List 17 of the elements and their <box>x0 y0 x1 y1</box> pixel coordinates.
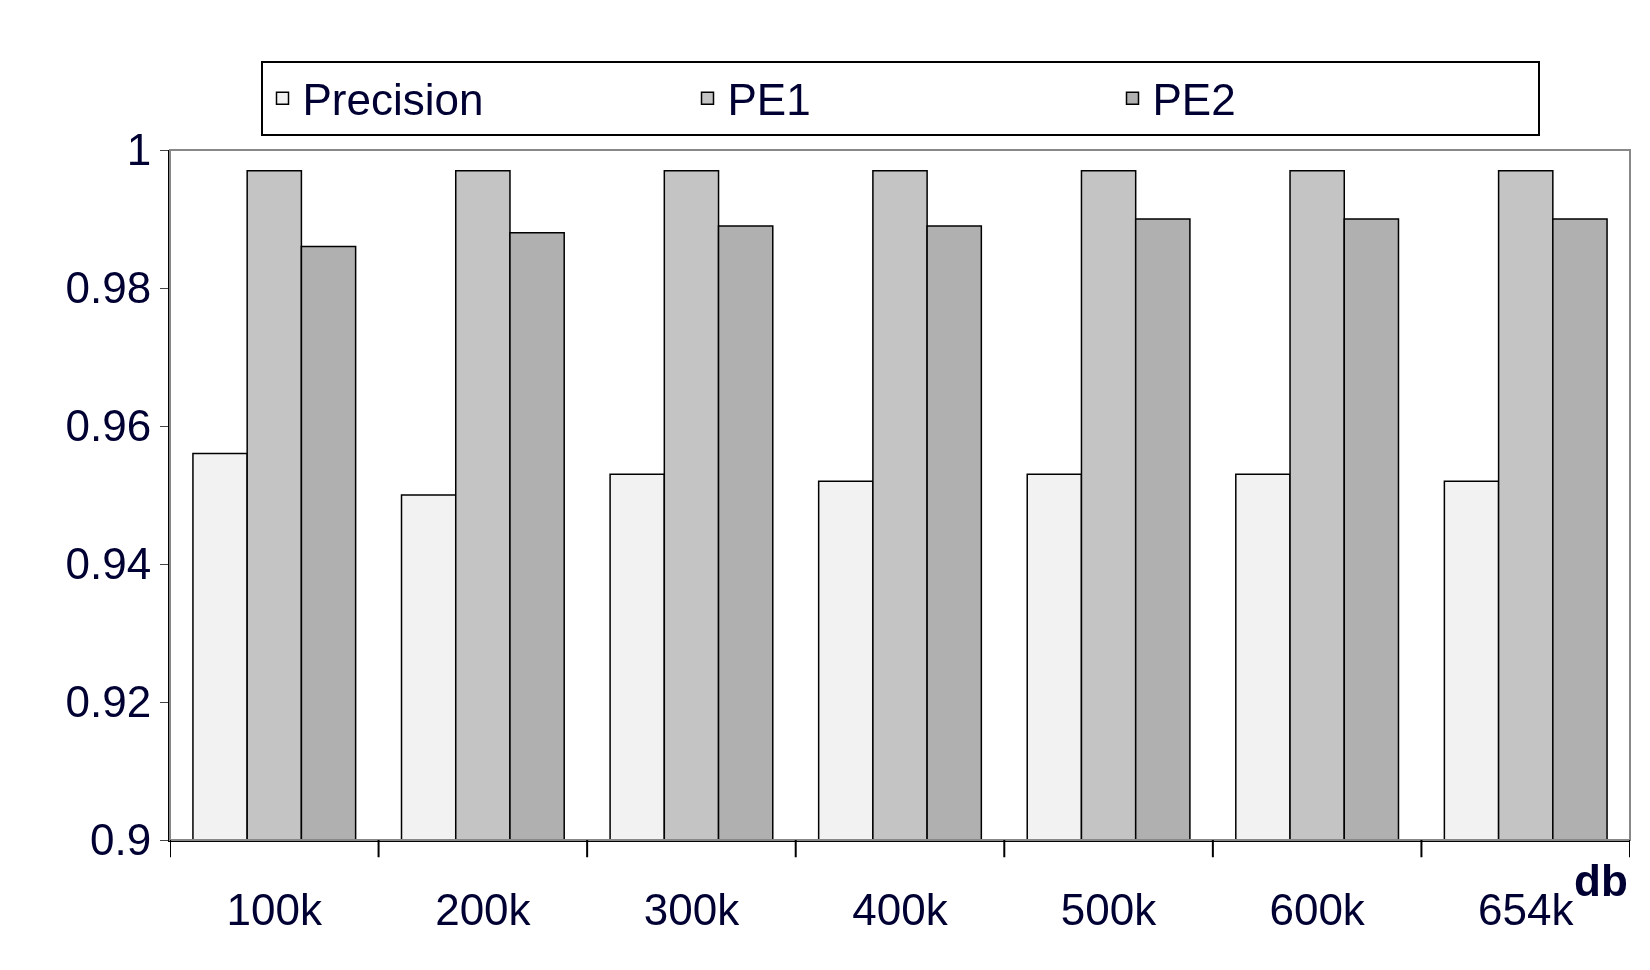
x-tick-label: 200k <box>435 884 532 934</box>
y-tick-label: 0.94 <box>65 539 152 589</box>
x-tick-label: 100k <box>226 884 323 934</box>
y-tick-label: 0.96 <box>65 401 152 451</box>
x-tick-label: 500k <box>1060 884 1158 934</box>
x-tick-label: 300k <box>643 884 741 934</box>
legend-label: PE1 <box>727 75 811 125</box>
x-tick-label: 600k <box>1269 884 1366 934</box>
y-tick-label: 1 <box>126 125 152 175</box>
x-tick-label: 400k <box>852 884 949 934</box>
legend-label: PE2 <box>1152 75 1236 125</box>
x-tick-label: 654k <box>1478 884 1575 934</box>
y-tick-label: 0.9 <box>90 815 152 865</box>
x-axis-title: db <box>1574 856 1628 905</box>
y-tick-label: 0.92 <box>65 677 152 727</box>
y-tick-label: 0.98 <box>65 263 152 313</box>
legend-label: Precision <box>302 75 484 125</box>
